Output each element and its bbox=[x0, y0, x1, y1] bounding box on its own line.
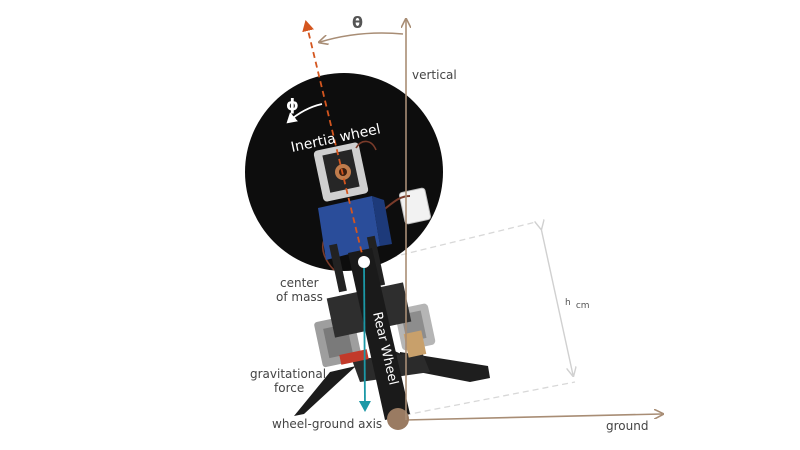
center-of-mass-label-1: center bbox=[280, 276, 319, 290]
gravity-vector bbox=[358, 261, 371, 412]
hcm-bottom-guide bbox=[404, 381, 576, 416]
blue-body-plate bbox=[318, 196, 380, 260]
hcm-top-guide bbox=[371, 221, 537, 263]
phi-label: ϕ bbox=[286, 95, 299, 114]
gravitational-force-label-1: gravitational bbox=[250, 367, 326, 381]
ground-axis-line bbox=[404, 414, 662, 421]
phi-rotation-arrow bbox=[286, 103, 323, 124]
hcm-label: h cm bbox=[565, 290, 590, 311]
center-of-mass-label-2: of mass bbox=[276, 290, 323, 304]
wheel-ground-axis-label: wheel-ground axis bbox=[272, 417, 382, 431]
tilt-axis-line bbox=[302, 20, 365, 263]
center-of-mass-marker bbox=[358, 256, 370, 268]
gravitational-force-label-2: force bbox=[274, 381, 304, 395]
ground-label: ground bbox=[606, 419, 648, 433]
theta-label: θ bbox=[352, 13, 363, 32]
blue-body-side bbox=[372, 196, 392, 246]
theta-arc bbox=[320, 32, 404, 42]
wheel-ground-contact bbox=[387, 408, 409, 430]
motor-assembly bbox=[314, 282, 436, 368]
vertical-label: vertical bbox=[412, 68, 457, 82]
hcm-dimension-arrow bbox=[541, 228, 573, 375]
upper-frame bbox=[313, 140, 431, 271]
